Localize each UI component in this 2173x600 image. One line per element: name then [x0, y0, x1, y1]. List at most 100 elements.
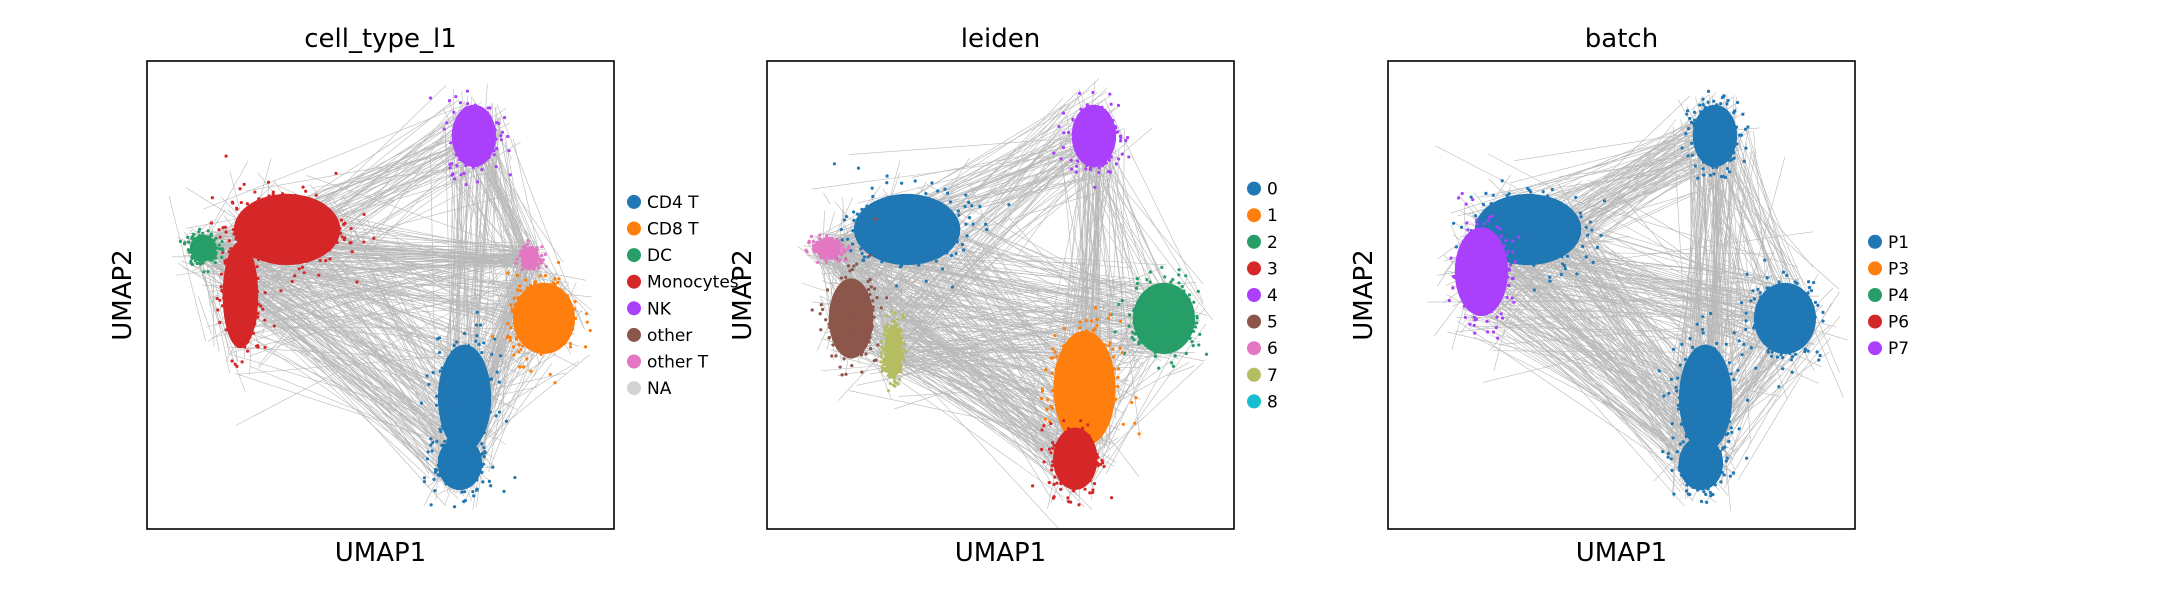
data-point — [887, 354, 891, 358]
data-point — [831, 298, 835, 302]
data-point — [261, 307, 265, 311]
data-point — [475, 391, 479, 395]
data-point — [830, 354, 834, 358]
data-point — [1165, 288, 1169, 292]
y-axis-label: UMAP2 — [1349, 249, 1379, 340]
data-point — [476, 374, 480, 379]
data-point — [869, 221, 873, 225]
data-point — [1085, 388, 1089, 392]
data-point — [479, 397, 483, 401]
data-point — [1776, 303, 1780, 307]
data-point — [1745, 272, 1749, 276]
data-point — [866, 287, 871, 292]
data-point — [481, 480, 485, 484]
data-point — [272, 244, 276, 248]
data-point — [1602, 199, 1607, 203]
data-point — [227, 319, 231, 323]
data-point — [1074, 381, 1078, 385]
legend-marker — [1247, 314, 1261, 329]
data-point — [1137, 342, 1141, 346]
data-point — [452, 355, 457, 360]
data-point — [455, 128, 459, 132]
data-point — [1062, 373, 1066, 377]
data-point — [963, 204, 967, 209]
data-point — [535, 298, 540, 303]
data-point — [248, 275, 252, 279]
data-point — [324, 258, 328, 263]
data-point — [1071, 413, 1075, 417]
data-point — [286, 221, 290, 225]
data-point — [1559, 272, 1563, 277]
data-point — [1095, 323, 1099, 328]
data-point — [465, 377, 469, 381]
data-point — [1704, 347, 1709, 351]
data-point — [1169, 328, 1174, 332]
data-point — [289, 223, 293, 227]
data-point — [1159, 291, 1164, 295]
data-point — [1092, 418, 1096, 422]
data-point — [1687, 426, 1691, 430]
data-point — [1097, 109, 1101, 113]
data-point — [257, 253, 261, 257]
data-point — [1785, 305, 1790, 309]
data-point — [469, 388, 474, 392]
data-point — [1093, 158, 1097, 162]
data-point — [1192, 300, 1196, 304]
data-point — [1161, 310, 1165, 314]
data-point — [477, 432, 481, 436]
data-point — [196, 246, 200, 250]
data-point — [1099, 130, 1103, 135]
data-point — [323, 235, 328, 239]
data-point — [1721, 446, 1725, 450]
data-point — [231, 228, 236, 232]
data-point — [1116, 157, 1121, 161]
data-point — [1148, 299, 1152, 303]
data-point — [1744, 327, 1748, 332]
data-point — [955, 235, 959, 240]
data-point — [1701, 408, 1705, 412]
data-point — [1090, 473, 1094, 477]
data-point — [1187, 320, 1191, 325]
data-point — [1072, 123, 1077, 127]
data-point — [465, 131, 470, 135]
data-point — [1667, 391, 1671, 395]
data-point — [585, 320, 589, 324]
data-point — [1707, 453, 1711, 457]
data-point — [1746, 398, 1750, 402]
data-point — [526, 238, 530, 243]
data-point — [546, 311, 550, 315]
data-point — [839, 310, 843, 315]
data-point — [565, 306, 569, 311]
data-point — [1050, 389, 1055, 393]
data-point — [1705, 113, 1709, 117]
data-point — [1490, 309, 1494, 314]
data-point — [835, 253, 839, 257]
data-point — [190, 236, 194, 240]
data-point — [922, 252, 926, 256]
data-point — [1161, 295, 1166, 299]
data-point — [249, 232, 254, 237]
data-point — [1676, 376, 1680, 380]
y-axis-label: UMAP2 — [108, 249, 138, 340]
data-point — [468, 133, 472, 137]
data-point — [541, 301, 545, 305]
data-point — [1091, 142, 1095, 146]
cluster-monocytes — [215, 182, 276, 368]
legend-label: CD8 T — [647, 220, 699, 240]
data-point — [1712, 444, 1716, 448]
data-point — [551, 281, 555, 285]
data-point — [1532, 263, 1536, 267]
data-point — [545, 303, 550, 307]
data-point — [451, 132, 455, 137]
data-point — [858, 291, 862, 295]
data-point — [1672, 492, 1676, 496]
data-point — [1800, 342, 1805, 346]
data-point — [1678, 363, 1682, 367]
data-point — [298, 231, 302, 235]
data-point — [178, 239, 182, 243]
data-point — [241, 266, 245, 271]
data-point — [469, 110, 474, 114]
data-point — [1057, 443, 1061, 447]
data-point — [1579, 215, 1583, 219]
data-point — [266, 226, 270, 230]
